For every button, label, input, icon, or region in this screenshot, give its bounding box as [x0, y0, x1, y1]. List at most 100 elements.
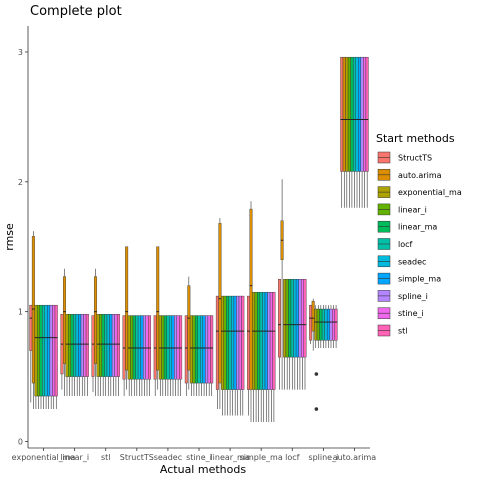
box — [329, 308, 333, 341]
box — [233, 295, 237, 390]
box — [135, 315, 139, 380]
box — [127, 315, 131, 380]
box — [184, 315, 188, 384]
box — [34, 304, 38, 397]
box — [207, 315, 211, 384]
legend-label: spline_i — [398, 292, 428, 301]
legend-label: stl — [398, 327, 408, 336]
box — [52, 304, 56, 397]
box — [54, 304, 58, 397]
box — [309, 304, 313, 341]
box — [49, 304, 53, 397]
box — [91, 315, 95, 377]
box — [254, 291, 258, 390]
box — [311, 301, 315, 332]
x-tick-label: StructTS — [120, 453, 154, 462]
x-tick-label: simple_ma — [240, 453, 283, 462]
x-tick-label: spline_i — [308, 453, 338, 462]
box — [125, 246, 129, 371]
legend-label: exponential_ma — [398, 188, 462, 197]
box — [238, 295, 242, 390]
x-tick-label: locf — [285, 453, 300, 462]
box — [200, 315, 204, 384]
box — [293, 279, 297, 358]
box — [316, 308, 320, 341]
y-tick-label: 3 — [18, 48, 23, 57]
box — [283, 279, 287, 358]
box — [122, 315, 126, 380]
box — [290, 279, 294, 358]
box — [148, 315, 152, 380]
box — [223, 295, 227, 390]
box — [96, 314, 100, 377]
box — [106, 314, 110, 377]
legend-label: auto.arima — [398, 171, 442, 180]
box — [226, 295, 230, 390]
box — [101, 314, 105, 377]
box — [288, 279, 292, 358]
box — [104, 314, 108, 377]
box — [332, 308, 336, 341]
box — [360, 56, 364, 172]
x-tick-label: seadec — [154, 453, 182, 462]
box — [85, 314, 89, 377]
box — [298, 279, 302, 358]
box — [42, 304, 46, 397]
x-tick-label: stine_i — [186, 453, 212, 462]
box — [116, 314, 120, 377]
box — [324, 308, 328, 341]
box — [161, 315, 165, 380]
box — [264, 291, 268, 390]
box — [99, 314, 103, 377]
x-tick-label: auto.arima — [333, 453, 377, 462]
box — [65, 314, 69, 377]
outlier-point — [314, 372, 319, 376]
box — [174, 315, 178, 380]
box — [231, 295, 235, 390]
box — [215, 295, 219, 390]
x-tick-label: stl — [101, 453, 111, 462]
box — [262, 291, 266, 390]
box — [47, 304, 51, 397]
y-axis-ticks: 0 1 2 3 — [18, 48, 28, 447]
box — [39, 304, 43, 397]
box — [111, 314, 115, 377]
box — [358, 56, 362, 172]
box — [192, 315, 196, 384]
box — [314, 308, 318, 341]
box — [31, 236, 35, 384]
box — [365, 56, 369, 172]
box — [187, 285, 191, 371]
box — [259, 291, 263, 390]
legend-label: linear_ma — [398, 223, 437, 232]
legend-label: stine_i — [398, 309, 424, 318]
box — [295, 279, 299, 358]
box — [137, 315, 141, 380]
box — [130, 315, 134, 380]
legend-label: linear_i — [398, 205, 427, 214]
box — [78, 314, 82, 377]
box — [171, 315, 175, 380]
box — [352, 56, 356, 172]
box — [75, 314, 79, 377]
box — [347, 56, 351, 172]
legend: Start methods StructTS auto.arima exponent… — [376, 132, 462, 337]
box — [355, 56, 359, 172]
x-tick-label: linear_ma — [210, 453, 249, 462]
box — [285, 279, 289, 358]
box — [257, 291, 261, 390]
box — [269, 291, 273, 390]
box — [321, 308, 325, 341]
box — [132, 315, 136, 380]
box — [326, 308, 330, 341]
legend-label: simple_ma — [398, 275, 441, 284]
box — [176, 315, 180, 380]
box — [334, 308, 338, 341]
box — [142, 315, 146, 380]
box — [220, 295, 224, 390]
box — [303, 279, 307, 358]
box — [163, 315, 167, 380]
box — [29, 304, 33, 351]
box — [363, 56, 367, 172]
